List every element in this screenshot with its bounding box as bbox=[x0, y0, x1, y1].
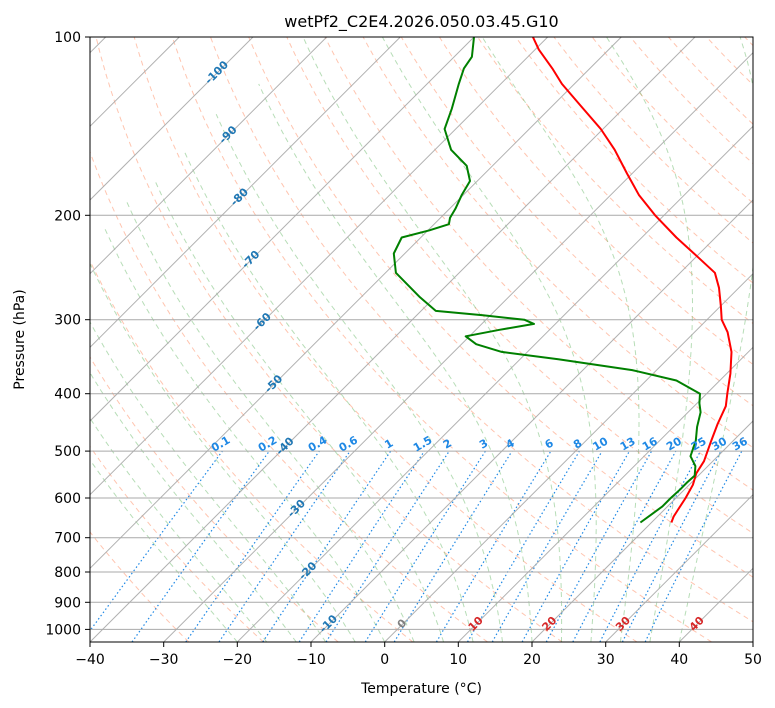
x-tick-label: −20 bbox=[223, 652, 253, 668]
moist-adiabat bbox=[90, 459, 238, 642]
x-tick-label: 20 bbox=[523, 652, 541, 668]
chart-title: wetPf2_C2E4.2026.050.03.45.G10 bbox=[284, 12, 558, 32]
mixing-ratio-line bbox=[185, 450, 320, 642]
mixing-ratio-line bbox=[298, 450, 425, 642]
moist-adiabat bbox=[215, 113, 503, 642]
mixing-ratio-line bbox=[644, 450, 743, 642]
isotherm bbox=[605, 493, 753, 642]
y-tick-label: 800 bbox=[54, 565, 81, 581]
moist-adiabat bbox=[481, 37, 640, 642]
x-tick-label: 50 bbox=[744, 652, 762, 668]
moist-adiabat bbox=[154, 180, 445, 642]
isotherm bbox=[90, 37, 475, 422]
isotherm bbox=[236, 125, 753, 642]
isotherm bbox=[457, 346, 753, 642]
moist-adiabat bbox=[126, 201, 415, 642]
x-tick-label: 30 bbox=[597, 652, 615, 668]
dry-adiabat bbox=[95, 37, 563, 642]
dry-adiabat bbox=[90, 259, 414, 642]
y-tick-label: 300 bbox=[54, 313, 81, 329]
y-tick-label: 200 bbox=[54, 208, 81, 224]
isotherm bbox=[310, 199, 753, 642]
y-tick-label: 400 bbox=[54, 387, 81, 403]
moist-adiabat bbox=[90, 371, 297, 642]
isotherm bbox=[531, 420, 753, 642]
dry-adiabat bbox=[438, 37, 753, 366]
y-axis-ticks: 100 200 300 400 500 600 700 800 900 1000 bbox=[45, 30, 90, 638]
isotherm bbox=[90, 37, 622, 570]
dry-adiabat bbox=[324, 37, 753, 491]
temperature-trace bbox=[531, 37, 733, 523]
moist-adiabat bbox=[90, 262, 356, 642]
dry-adiabat bbox=[400, 37, 753, 407]
x-axis-ticks: −40 −30 −20 −10 0 10 20 30 40 50 bbox=[75, 642, 762, 668]
y-tick-label: 500 bbox=[54, 444, 81, 460]
moist-adiabat bbox=[606, 37, 693, 642]
x-tick-label: −10 bbox=[296, 652, 326, 668]
y-tick-label: 900 bbox=[54, 595, 81, 611]
plot-frame bbox=[89, 36, 754, 643]
x-tick-label: −30 bbox=[149, 652, 179, 668]
dry-adiabat bbox=[248, 37, 753, 578]
x-tick-label: −40 bbox=[75, 652, 105, 668]
moist-adiabat bbox=[381, 37, 597, 642]
mixing-ratio-line bbox=[572, 450, 677, 642]
dry-adiabat bbox=[286, 37, 753, 534]
isotherm bbox=[163, 51, 753, 642]
x-axis-label: Temperature (°C) bbox=[360, 681, 482, 697]
y-tick-label: 1000 bbox=[45, 622, 81, 638]
x-tick-label: 40 bbox=[670, 652, 688, 668]
dry-adiabat bbox=[90, 531, 190, 642]
mixing-ratio-line bbox=[218, 450, 351, 642]
dewpoint-trace bbox=[392, 37, 702, 524]
plot-area: 0.1 0.2 0.4 0.6 1 1.5 2 3 4 6 8 10 13 16 20 25 30 36-100-… bbox=[90, 37, 753, 642]
moist-adiabat bbox=[90, 417, 268, 642]
mixing-ratio-lines bbox=[90, 450, 743, 642]
y-tick-label: 700 bbox=[54, 531, 81, 547]
isotherm bbox=[90, 37, 328, 275]
x-tick-label: 10 bbox=[449, 652, 467, 668]
isobars bbox=[90, 37, 753, 630]
moist-adiabat bbox=[302, 37, 563, 642]
isotherm bbox=[90, 37, 696, 642]
mixing-ratio-line bbox=[262, 450, 392, 642]
mixing-ratio-line bbox=[90, 450, 223, 632]
mixing-ratio-line bbox=[325, 450, 450, 642]
y-axis-label: Pressure (hPa) bbox=[12, 289, 28, 389]
mixing-ratio-line bbox=[393, 450, 513, 642]
sounding-traces bbox=[392, 37, 733, 524]
mixing-ratio-line bbox=[521, 450, 631, 642]
moist-adiabat bbox=[258, 83, 533, 642]
dry-adiabat bbox=[133, 37, 638, 642]
isotherm bbox=[90, 37, 401, 349]
isotherm bbox=[90, 37, 254, 201]
mixing-ratio-line bbox=[131, 450, 270, 642]
y-tick-label: 100 bbox=[54, 30, 81, 46]
mixing-ratio-line bbox=[545, 450, 653, 642]
dry-adiabat bbox=[210, 37, 753, 623]
isotherm bbox=[384, 272, 753, 642]
x-tick-label: 0 bbox=[380, 652, 389, 668]
dry-adiabat bbox=[90, 356, 339, 642]
y-tick-label: 600 bbox=[54, 491, 81, 507]
